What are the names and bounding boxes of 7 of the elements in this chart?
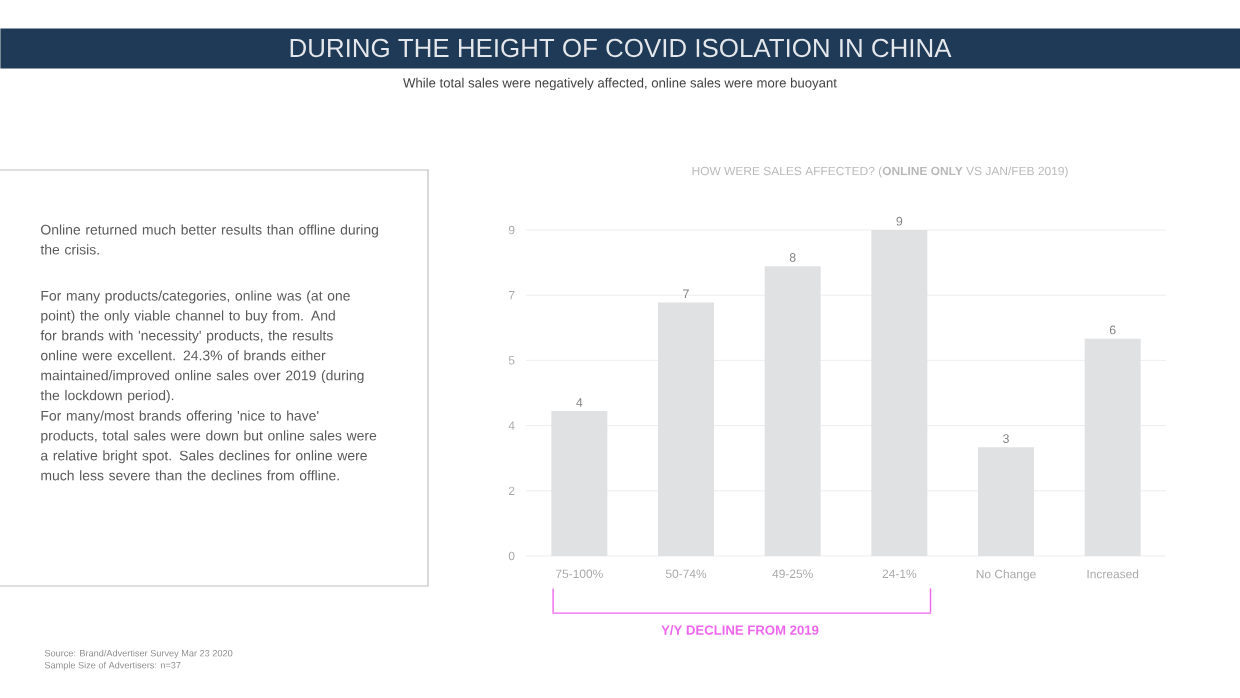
bar bbox=[658, 302, 715, 556]
bar bbox=[764, 266, 821, 556]
chart-title: DURING THE HEIGHT OF COVID ISOLATION IN CHINA bbox=[290, 38, 952, 58]
bar bbox=[1084, 338, 1141, 556]
bar bbox=[871, 230, 928, 556]
bar bbox=[551, 411, 608, 556]
bar bbox=[978, 447, 1035, 556]
